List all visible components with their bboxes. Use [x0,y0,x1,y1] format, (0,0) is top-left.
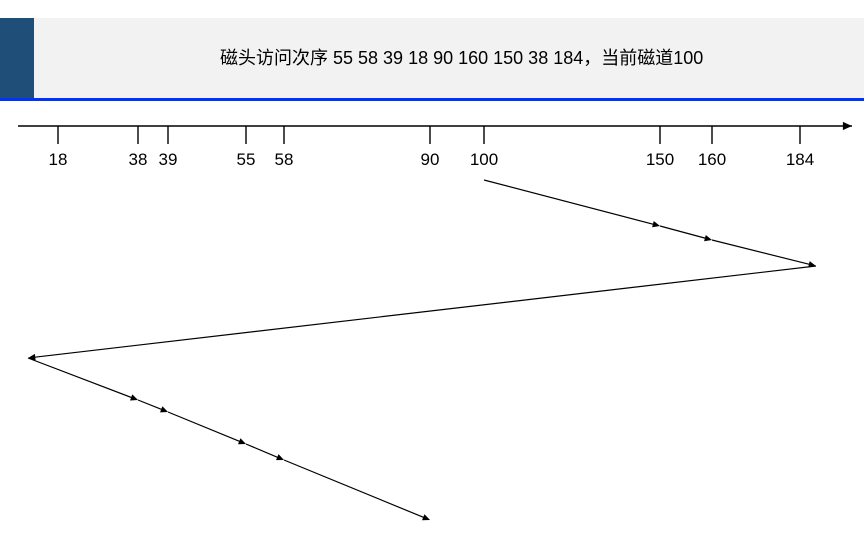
axis-tick-label: 18 [49,150,68,170]
axis-tick-label: 55 [237,150,256,170]
axis-tick-label: 160 [698,150,726,170]
axis-tick-label: 184 [786,150,814,170]
seek-path [28,180,816,520]
axis-tick-label: 100 [470,150,498,170]
number-line [18,122,852,144]
axis-tick-label: 38 [129,150,148,170]
diagram-svg [0,0,864,553]
axis-tick-label: 150 [646,150,674,170]
axis-tick-label: 58 [275,150,294,170]
axis-tick-label: 90 [421,150,440,170]
axis-tick-label: 39 [159,150,178,170]
